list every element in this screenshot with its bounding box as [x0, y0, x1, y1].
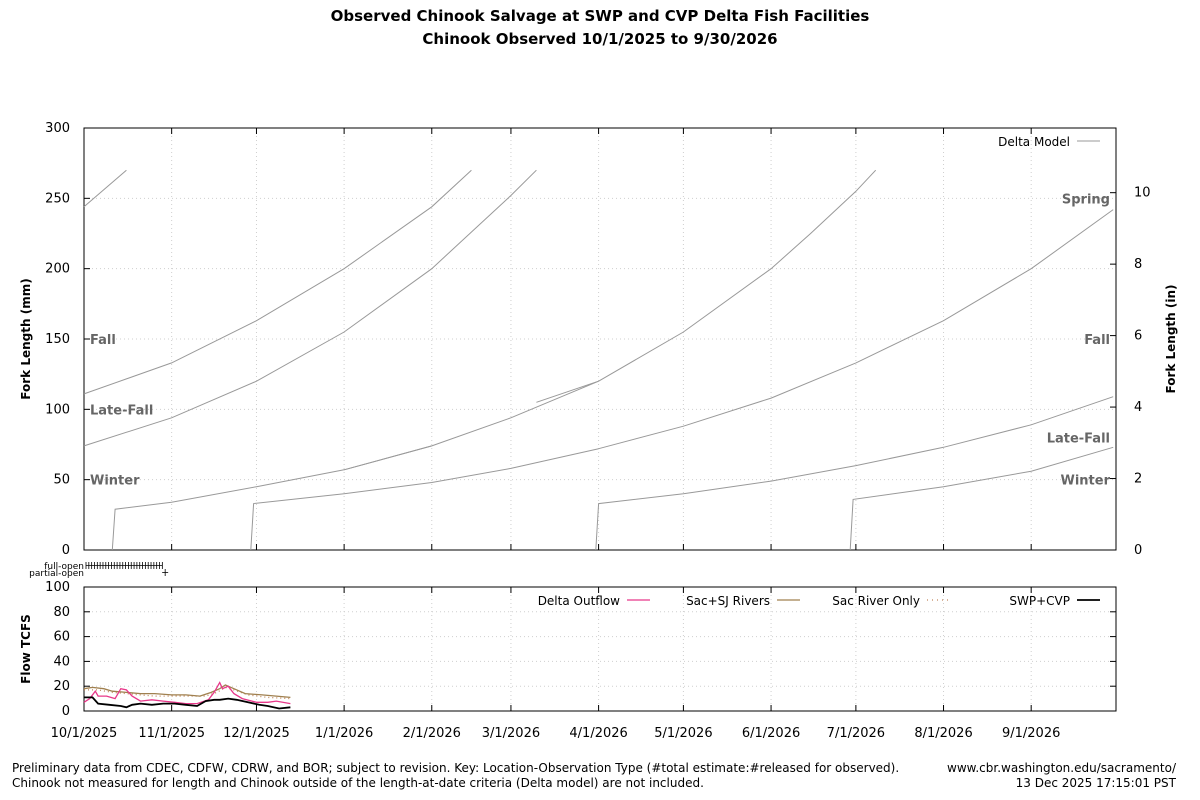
footer-note: Preliminary data from CDEC, CDFW, CDRW, …: [12, 761, 899, 791]
flow-line-sac-river-only: [84, 686, 291, 700]
legend-sac-river-only-label: Sac River Only: [832, 594, 920, 608]
x-tick-label: 12/1/2025: [223, 726, 290, 741]
x-tick-label: 7/1/2026: [827, 726, 885, 741]
top-y-tick-label: 100: [45, 402, 70, 417]
flow-line-swp-cvp: [84, 696, 291, 710]
generated-timestamp: 13 Dec 2025 17:15:01 PST: [1015, 776, 1176, 790]
delta-model-line-winter: [849, 446, 1114, 551]
flow-y-tick-label: 20: [53, 679, 70, 694]
run-label-right: Fall: [1084, 333, 1110, 348]
flow-y-tick-label: 40: [53, 654, 70, 669]
top-y-tick-label: 50: [53, 473, 70, 488]
flow-line-delta-outflow: [83, 681, 291, 705]
x-tick-label: 1/1/2026: [315, 726, 373, 741]
flow-y-tick-label: 0: [62, 704, 70, 719]
top-y2-tick-label: 0: [1134, 543, 1142, 558]
footer-source: www.cbr.washington.edu/sacramento/ 13 De…: [947, 761, 1176, 791]
chart-title: Observed Chinook Salvage at SWP and CVP …: [330, 7, 870, 25]
top-y2-tick-label: 6: [1134, 329, 1142, 344]
delta-model-line-winter: [111, 445, 432, 551]
legend-swp-cvp-label: SWP+CVP: [1009, 594, 1070, 608]
run-label-right: Winter: [1061, 474, 1111, 489]
top-y-tick-label: 0: [62, 543, 70, 558]
run-label-left: Winter: [90, 474, 140, 489]
gate-full-open-label: full-open: [44, 562, 84, 572]
top-plot-frame: [83, 127, 1117, 551]
legend-delta-outflow-label: Delta Outflow: [538, 594, 620, 608]
delta-model-line-late-fall: [598, 362, 857, 450]
top-y-tick-label: 300: [45, 121, 70, 136]
run-label-right: Late-Fall: [1047, 431, 1110, 446]
top-y-tick-label: 250: [45, 191, 70, 206]
delta-model-line-winter: [595, 465, 856, 551]
top-y-tick-label: 150: [45, 332, 70, 347]
x-tick-label: 4/1/2026: [569, 726, 627, 741]
x-tick-label: 5/1/2026: [654, 726, 712, 741]
run-label-left: Fall: [90, 333, 116, 348]
x-tick-label: 11/1/2025: [138, 726, 205, 741]
delta-model-line-spring: [83, 169, 127, 208]
legend-sac-sj-rivers-label: Sac+SJ Rivers: [686, 594, 770, 608]
y-axis-label: Fork Length (mm): [19, 278, 33, 399]
flow-y-tick-label: 80: [53, 605, 70, 620]
top-y2-tick-label: 10: [1134, 186, 1151, 201]
delta-model-line-fall: [855, 209, 1114, 364]
footer-note-line1: Preliminary data from CDEC, CDFW, CDRW, …: [12, 761, 900, 775]
flow-line-sac-sj-rivers: [83, 684, 291, 699]
flow-y-tick-label: 60: [53, 630, 70, 645]
x-tick-label: 9/1/2026: [1002, 726, 1060, 741]
top-y2-tick-label: 2: [1134, 472, 1142, 487]
x-tick-label: 6/1/2026: [742, 726, 800, 741]
source-url[interactable]: www.cbr.washington.edu/sacramento/: [947, 761, 1176, 775]
flow-plot-frame: [83, 586, 1117, 712]
top-y2-tick-label: 4: [1134, 400, 1142, 415]
delta-model-line-late-fall: [83, 169, 537, 447]
x-tick-label: 10/1/2025: [51, 726, 118, 741]
x-tick-label: 2/1/2026: [403, 726, 461, 741]
y2-axis-label: Fork Length (in): [1164, 284, 1178, 393]
chart-subtitle: Chinook Observed 10/1/2025 to 9/30/2026: [422, 30, 778, 48]
flow-y-axis-label: Flow TCFS: [19, 614, 33, 684]
delta-model-line-winter: [250, 448, 599, 551]
delta-model-line-fall: [83, 169, 472, 395]
top-y-tick-label: 200: [45, 262, 70, 277]
x-tick-label: 3/1/2026: [482, 726, 540, 741]
x-tick-label: 8/1/2026: [914, 726, 972, 741]
top-y2-tick-label: 8: [1134, 257, 1142, 272]
delta-model-line-late-fall: [855, 396, 1114, 467]
flow-y-tick-label: 100: [45, 580, 70, 595]
footer-note-line2: Chinook not measured for length and Chin…: [12, 776, 704, 790]
delta-model-line-spring: [598, 169, 877, 382]
run-label-right: Spring: [1062, 192, 1110, 207]
gate-partial-open-label: partial-open: [29, 569, 84, 579]
legend-delta-model-label: Delta Model: [998, 135, 1070, 149]
delta-model-line-late-fall: [536, 380, 599, 403]
run-label-left: Late-Fall: [90, 403, 153, 418]
